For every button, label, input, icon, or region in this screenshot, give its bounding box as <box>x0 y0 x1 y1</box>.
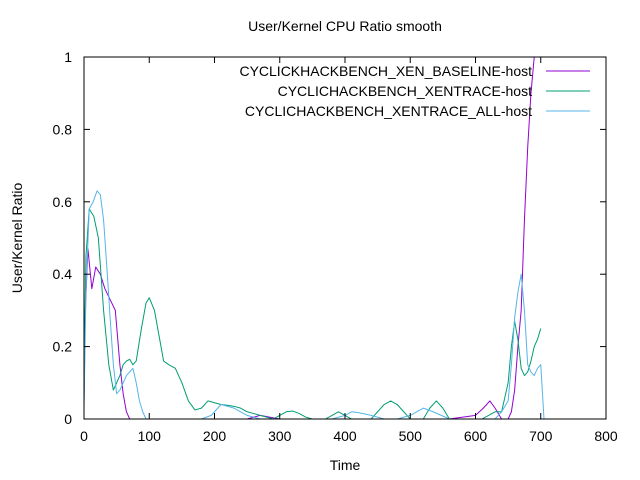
legend-label-3: CYCLICHACKBENCH_XENTRACE_ALL-host <box>245 103 532 119</box>
x-tick-label: 0 <box>80 428 88 444</box>
series-line-3 <box>84 190 545 419</box>
x-tick-label: 200 <box>203 428 227 444</box>
y-axis-label: User/Kernel Ratio <box>9 183 25 294</box>
y-tick-label: 0.4 <box>53 266 73 282</box>
y-axis: 0 0.2 0.4 0.6 0.8 1 <box>53 49 606 427</box>
x-tick-label: 500 <box>399 428 423 444</box>
x-axis-label: Time <box>330 457 361 473</box>
plot-series <box>84 57 545 419</box>
y-tick-label: 0.6 <box>53 194 73 210</box>
chart-title: User/Kernel CPU Ratio smooth <box>248 18 442 34</box>
x-tick-label: 600 <box>464 428 488 444</box>
x-tick-label: 300 <box>268 428 292 444</box>
legend-label-1: CYCLICKHACKBENCH_XEN_BASELINE-host <box>239 63 532 79</box>
x-tick-label: 100 <box>138 428 162 444</box>
y-tick-label: 1 <box>64 49 72 65</box>
series-line-2 <box>84 208 542 419</box>
x-tick-label: 700 <box>529 428 553 444</box>
x-axis: 0 100 200 300 400 500 600 700 800 <box>80 57 618 444</box>
x-tick-label: 400 <box>333 428 357 444</box>
x-tick-label: 800 <box>594 428 618 444</box>
y-tick-label: 0.8 <box>53 121 73 137</box>
legend-label-2: CYCLICHACKBENCH_XENTRACE-host <box>278 83 533 99</box>
legend: CYCLICKHACKBENCH_XEN_BASELINE-host CYCLIC… <box>239 63 590 119</box>
y-tick-label: 0 <box>64 411 72 427</box>
y-tick-label: 0.2 <box>53 339 73 355</box>
